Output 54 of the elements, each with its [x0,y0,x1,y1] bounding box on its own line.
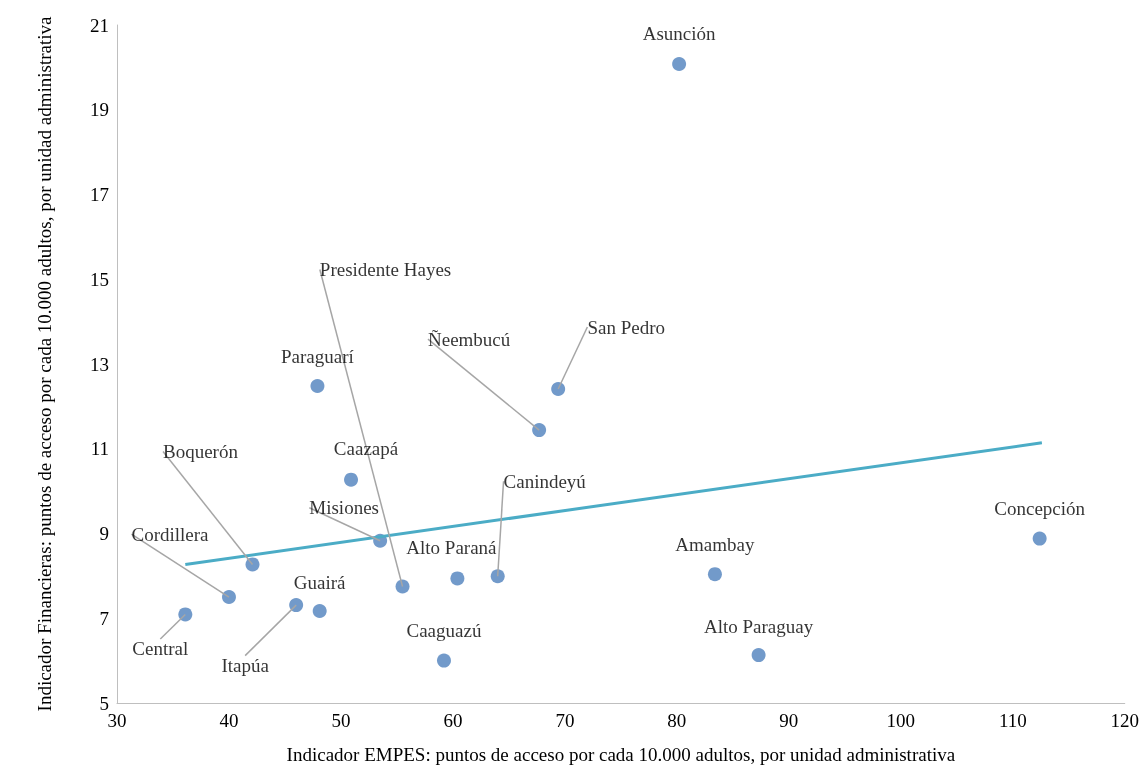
x-tick-label: 70 [555,710,575,731]
point [490,569,505,584]
annotation: Asunción [642,23,717,45]
x-tick-label: 60 [443,710,463,731]
y-tick-label: 15 [90,268,109,290]
x-axis-title: Indicador EMPES: puntos de acceso por cada 10.000 adultos, por unidad administrativa [286,744,956,765]
y-tick-label: 11 [90,438,109,460]
annotation: Itapúa [221,654,270,676]
point [178,607,193,622]
point [344,472,359,487]
y-tick-label: 13 [90,353,109,375]
x-tick-label: 40 [219,710,239,731]
annotation: Misiones [309,497,379,519]
y-tick-label: 19 [90,99,109,121]
annotation: Central [132,637,189,659]
annotation: Alto Paraná [406,536,498,558]
point [751,648,766,663]
x-tick-label: 100 [886,710,916,731]
x-tick-label: 80 [667,710,687,731]
y-axis-title: Indicador Financieras: puntos de acceso por cada 10.000 adultos, por unidad administrativa [33,16,55,712]
y-tick-label: 21 [90,14,109,36]
point [707,567,722,582]
x-tick-label: 50 [331,710,351,731]
annotation: San Pedro [587,316,665,338]
point [312,604,327,619]
annotation: Paraguarí [281,345,355,367]
point [436,653,451,668]
point [672,56,687,71]
annotation: Alto Paraguay [703,615,814,637]
point [1032,531,1047,546]
annotation: Presidente Hayes [319,258,452,280]
annotation: Ñeembucú [427,328,511,350]
annotation: Caazapá [333,438,399,460]
annotation: Guairá [293,571,347,593]
point [289,598,304,613]
annotation: Concepción [994,498,1086,520]
y-tick-label: 17 [90,184,109,205]
point [310,379,325,394]
point [221,590,236,605]
annotation: Amambay [675,533,755,555]
annotation: Canindeyú [503,470,587,492]
point [450,571,465,586]
point [551,382,566,396]
point [532,423,547,438]
y-tick-label: 9 [99,523,109,544]
x-tick-label: 120 [1110,710,1139,731]
x-tick-label: 90 [779,710,799,731]
y-tick-label: 5 [99,692,109,714]
annotation: Caaguazú [406,620,482,642]
x-tick-label: 110 [998,710,1027,731]
y-tick-label: 7 [99,607,109,629]
annotation: Cordillera [131,523,210,545]
annotation: Boquerón [163,440,239,462]
x-tick-label: 30 [107,710,127,731]
